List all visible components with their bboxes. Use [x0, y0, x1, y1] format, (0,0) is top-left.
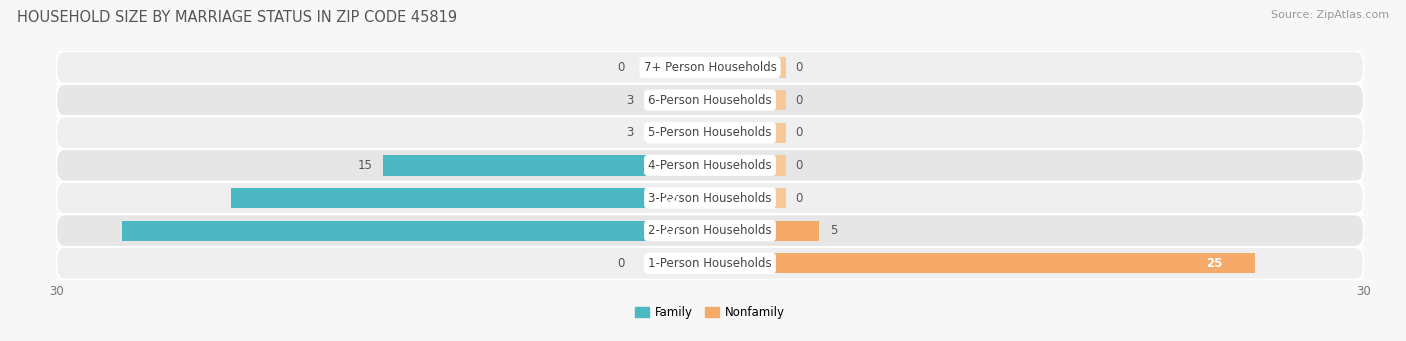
Text: 2-Person Households: 2-Person Households — [648, 224, 772, 237]
FancyBboxPatch shape — [56, 214, 1364, 247]
Bar — [710, 90, 786, 110]
Text: 6-Person Households: 6-Person Households — [648, 94, 772, 107]
Bar — [710, 253, 1256, 273]
FancyBboxPatch shape — [56, 149, 1364, 182]
Legend: Family, Nonfamily: Family, Nonfamily — [630, 301, 790, 324]
Text: 3-Person Households: 3-Person Households — [648, 192, 772, 205]
Text: Source: ZipAtlas.com: Source: ZipAtlas.com — [1271, 10, 1389, 20]
Bar — [710, 57, 786, 78]
Text: 0: 0 — [794, 126, 803, 139]
Bar — [710, 188, 786, 208]
Text: 4-Person Households: 4-Person Households — [648, 159, 772, 172]
FancyBboxPatch shape — [56, 84, 1364, 116]
Text: 15: 15 — [357, 159, 373, 172]
Text: 0: 0 — [794, 192, 803, 205]
Bar — [122, 221, 710, 241]
Text: 0: 0 — [794, 94, 803, 107]
Bar — [382, 155, 710, 176]
Bar — [710, 221, 818, 241]
Text: 0: 0 — [794, 159, 803, 172]
Text: 3: 3 — [627, 126, 634, 139]
Bar — [710, 155, 786, 176]
Text: 22: 22 — [661, 192, 678, 205]
Text: 0: 0 — [617, 61, 626, 74]
Text: 1-Person Households: 1-Person Households — [648, 257, 772, 270]
Bar — [644, 90, 710, 110]
FancyBboxPatch shape — [56, 116, 1364, 149]
Text: 0: 0 — [794, 61, 803, 74]
FancyBboxPatch shape — [56, 247, 1364, 280]
FancyBboxPatch shape — [56, 51, 1364, 84]
Text: 25: 25 — [1206, 257, 1222, 270]
Text: 27: 27 — [661, 224, 678, 237]
Text: 5: 5 — [830, 224, 837, 237]
Text: 0: 0 — [617, 257, 626, 270]
Text: HOUSEHOLD SIZE BY MARRIAGE STATUS IN ZIP CODE 45819: HOUSEHOLD SIZE BY MARRIAGE STATUS IN ZIP… — [17, 10, 457, 25]
FancyBboxPatch shape — [56, 182, 1364, 214]
Bar — [710, 123, 786, 143]
Text: 7+ Person Households: 7+ Person Households — [644, 61, 776, 74]
Text: 5-Person Households: 5-Person Households — [648, 126, 772, 139]
Bar — [231, 188, 710, 208]
Text: 3: 3 — [627, 94, 634, 107]
Bar — [644, 123, 710, 143]
